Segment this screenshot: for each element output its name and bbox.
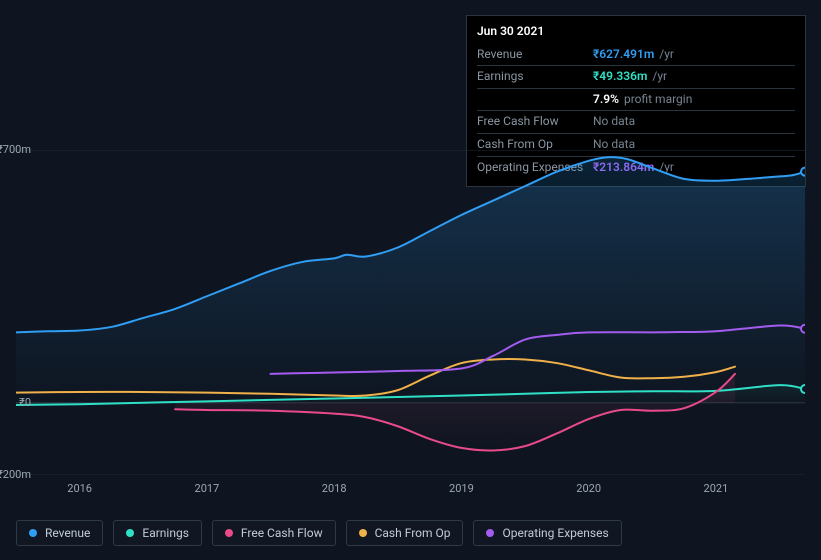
chart-plot[interactable] [16, 150, 805, 475]
legend-swatch [126, 529, 134, 537]
legend-item-opex[interactable]: Operating Expenses [473, 520, 621, 546]
legend-label: Operating Expenses [502, 526, 608, 540]
x-axis-label: 2020 [576, 482, 601, 495]
legend-item-revenue[interactable]: Revenue [16, 520, 103, 546]
legend-label: Earnings [142, 526, 189, 540]
x-axis-label: 2018 [322, 482, 347, 495]
legend-swatch [225, 529, 233, 537]
tooltip-row: Earnings₹49.336m /yr [477, 66, 795, 89]
y-axis-label: ₹0 [0, 396, 31, 409]
legend-label: Cash From Op [375, 526, 451, 540]
tooltip-row-value: ₹49.336m /yr [593, 66, 795, 89]
tooltip-row-label: Earnings [477, 66, 593, 89]
tooltip-row: Revenue₹627.491m /yr [477, 44, 795, 66]
legend-item-fcf[interactable]: Free Cash Flow [212, 520, 336, 546]
x-axis-label: 2017 [195, 482, 220, 495]
legend-item-cfo[interactable]: Cash From Op [346, 520, 464, 546]
x-axis-label: 2021 [704, 482, 729, 495]
tooltip-row-label [477, 88, 593, 111]
tooltip-row-value: No data [593, 111, 795, 134]
y-axis-label: ₹700m [0, 143, 31, 156]
legend-label: Revenue [45, 526, 90, 540]
tooltip-row: 7.9% profit margin [477, 88, 795, 111]
financial-chart-panel: Jun 30 2021 Revenue₹627.491m /yrEarnings… [0, 0, 821, 560]
legend-label: Free Cash Flow [241, 526, 323, 540]
legend-swatch [29, 529, 37, 537]
tooltip-row-label: Revenue [477, 44, 593, 66]
tooltip-date: Jun 30 2021 [477, 22, 795, 44]
x-axis-label: 2016 [67, 482, 92, 495]
legend-swatch [359, 529, 367, 537]
tooltip-row: Free Cash FlowNo data [477, 111, 795, 134]
chart-legend: Revenue Earnings Free Cash Flow Cash From O… [16, 520, 622, 546]
legend-swatch [486, 529, 494, 537]
tooltip-row-value: 7.9% profit margin [593, 88, 795, 111]
chart-area: ₹700m₹0-₹200m 201620172018201920202021 [0, 150, 821, 510]
legend-item-earnings[interactable]: Earnings [113, 520, 202, 546]
x-axis-label: 2019 [449, 482, 474, 495]
y-axis-label: -₹200m [0, 468, 31, 481]
tooltip-row-value: ₹627.491m /yr [593, 44, 795, 66]
tooltip-row-label: Free Cash Flow [477, 111, 593, 134]
